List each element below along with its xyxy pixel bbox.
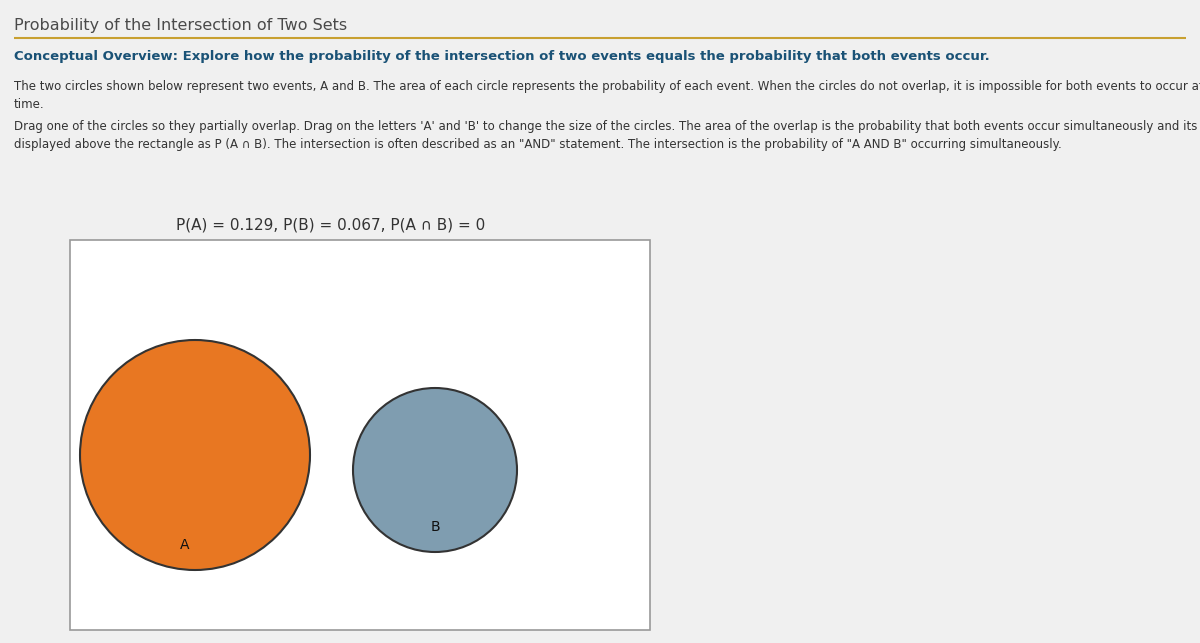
- Text: Drag one of the circles so they partially overlap. Drag on the letters 'A' and ': Drag one of the circles so they partiall…: [14, 120, 1200, 151]
- Text: P(A) = 0.129, P(B) = 0.067, P(A ∩ B) = 0: P(A) = 0.129, P(B) = 0.067, P(A ∩ B) = 0: [176, 218, 486, 233]
- Ellipse shape: [353, 388, 517, 552]
- Ellipse shape: [80, 340, 310, 570]
- Text: B: B: [430, 520, 440, 534]
- Text: The two circles shown below represent two events, A and B. The area of each circ: The two circles shown below represent tw…: [14, 80, 1200, 111]
- Text: Conceptual Overview: Explore how the probability of the intersection of two even: Conceptual Overview: Explore how the pro…: [14, 50, 990, 63]
- Text: Probability of the Intersection of Two Sets: Probability of the Intersection of Two S…: [14, 18, 347, 33]
- Text: A: A: [180, 538, 190, 552]
- Bar: [70, 240, 650, 630]
